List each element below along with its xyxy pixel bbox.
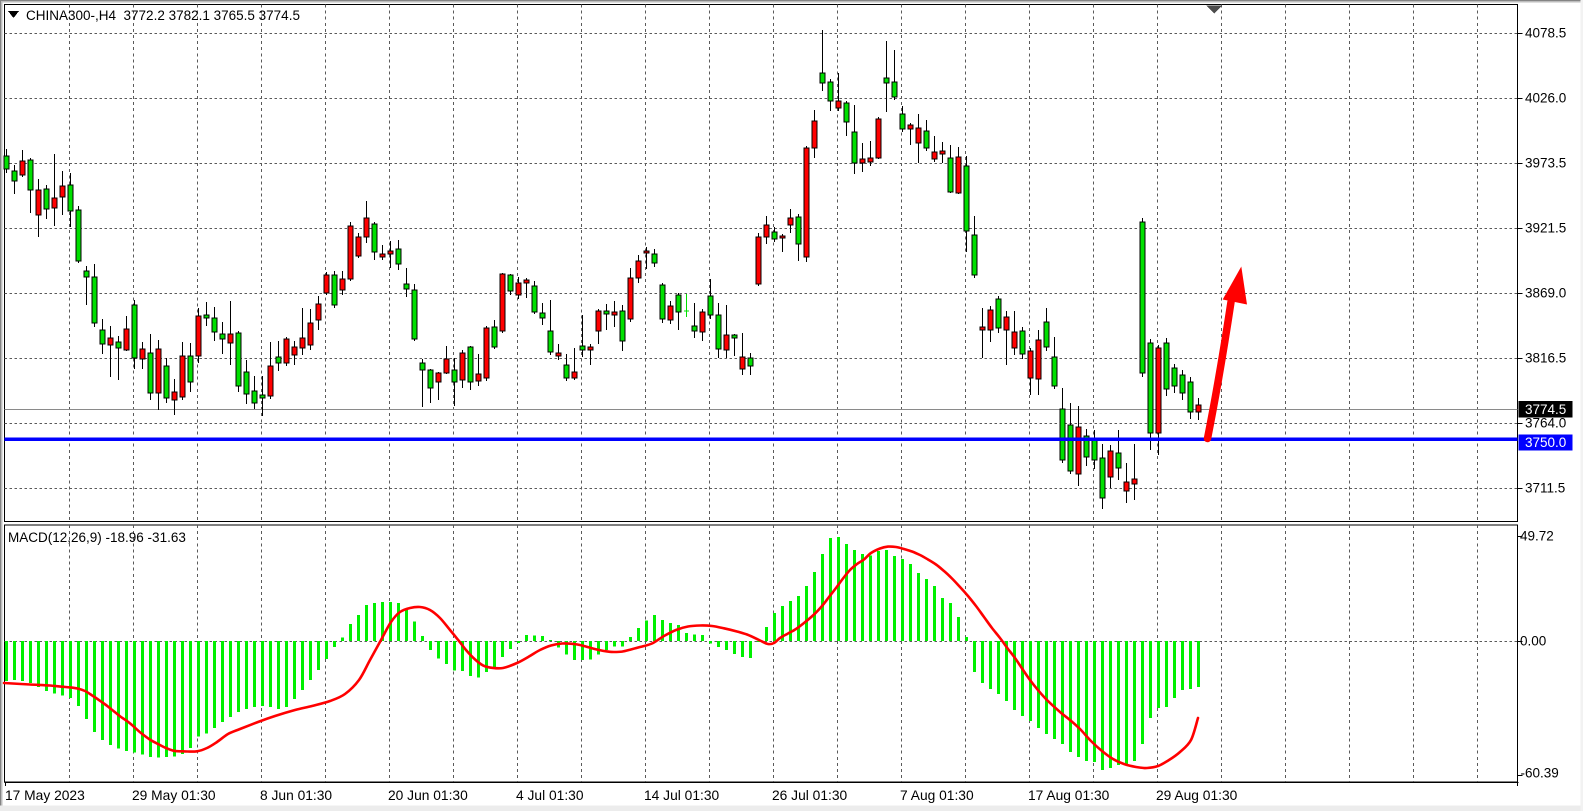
svg-text:3973.5: 3973.5: [1525, 156, 1566, 171]
svg-text:3764.0: 3764.0: [1525, 416, 1566, 431]
svg-text:26 Jul 01:30: 26 Jul 01:30: [772, 788, 848, 803]
svg-text:29 Aug 01:30: 29 Aug 01:30: [1156, 788, 1238, 803]
svg-text:14 Jul 01:30: 14 Jul 01:30: [644, 788, 720, 803]
svg-text:7 Aug 01:30: 7 Aug 01:30: [900, 788, 974, 803]
svg-text:3711.5: 3711.5: [1525, 481, 1565, 496]
svg-text:29 May 01:30: 29 May 01:30: [132, 788, 216, 803]
svg-text:4 Jul 01:30: 4 Jul 01:30: [516, 788, 584, 803]
svg-text:3921.5: 3921.5: [1525, 221, 1566, 236]
svg-text:-60.39: -60.39: [1521, 766, 1559, 781]
svg-text:4078.5: 4078.5: [1525, 26, 1566, 41]
svg-text:8 Jun 01:30: 8 Jun 01:30: [260, 788, 332, 803]
svg-text:0.00: 0.00: [1520, 634, 1546, 649]
svg-text:20 Jun 01:30: 20 Jun 01:30: [388, 788, 468, 803]
svg-text:17 Aug 01:30: 17 Aug 01:30: [1028, 788, 1110, 803]
svg-text:3869.0: 3869.0: [1525, 286, 1566, 301]
svg-text:17 May 2023: 17 May 2023: [5, 788, 85, 803]
svg-text:3816.5: 3816.5: [1525, 351, 1566, 366]
svg-text:MACD(12,26,9) -18.96 -31.63: MACD(12,26,9) -18.96 -31.63: [8, 530, 186, 545]
svg-text:3750.0: 3750.0: [1525, 435, 1566, 450]
svg-text:49.72: 49.72: [1520, 528, 1554, 543]
svg-text:4026.0: 4026.0: [1525, 91, 1566, 106]
svg-text:CHINA300-,H4 3772.2 3782.1 37: CHINA300-,H4 3772.2 3782.1 3765.5 3774.5: [26, 8, 300, 23]
svg-text:3774.5: 3774.5: [1525, 402, 1566, 417]
